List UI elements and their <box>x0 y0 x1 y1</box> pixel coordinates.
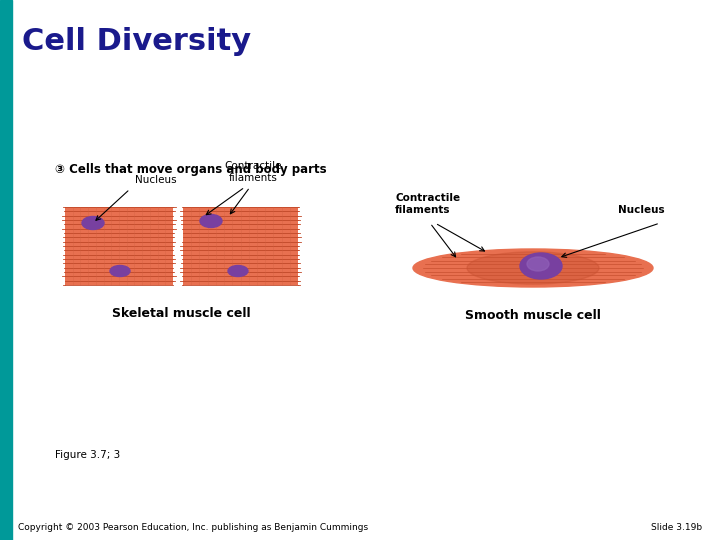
Text: Skeletal muscle cell: Skeletal muscle cell <box>112 307 251 320</box>
Text: Copyright © 2003 Pearson Education, Inc. publishing as Benjamin Cummings: Copyright © 2003 Pearson Education, Inc.… <box>18 523 368 531</box>
Text: ③ Cells that move organs and body parts: ③ Cells that move organs and body parts <box>55 164 327 177</box>
Ellipse shape <box>413 249 653 287</box>
Ellipse shape <box>467 252 599 284</box>
Ellipse shape <box>228 266 248 276</box>
Bar <box>0 0 12 540</box>
Text: Nucleus: Nucleus <box>135 175 176 185</box>
Ellipse shape <box>433 262 637 281</box>
Ellipse shape <box>82 217 104 230</box>
Text: Slide 3.19b: Slide 3.19b <box>651 523 702 531</box>
Text: Figure 3.7; 3: Figure 3.7; 3 <box>55 450 120 460</box>
Ellipse shape <box>527 257 549 271</box>
Text: Contractile
filaments: Contractile filaments <box>395 193 460 215</box>
Text: Cell Diversity: Cell Diversity <box>22 28 251 57</box>
Text: Nucleus: Nucleus <box>618 205 665 215</box>
Text: Smooth muscle cell: Smooth muscle cell <box>465 309 601 322</box>
Ellipse shape <box>200 214 222 227</box>
Text: Contractile
filaments: Contractile filaments <box>224 161 282 183</box>
Ellipse shape <box>110 266 130 276</box>
Ellipse shape <box>520 253 562 279</box>
Bar <box>183 207 298 285</box>
Bar <box>65 207 173 285</box>
